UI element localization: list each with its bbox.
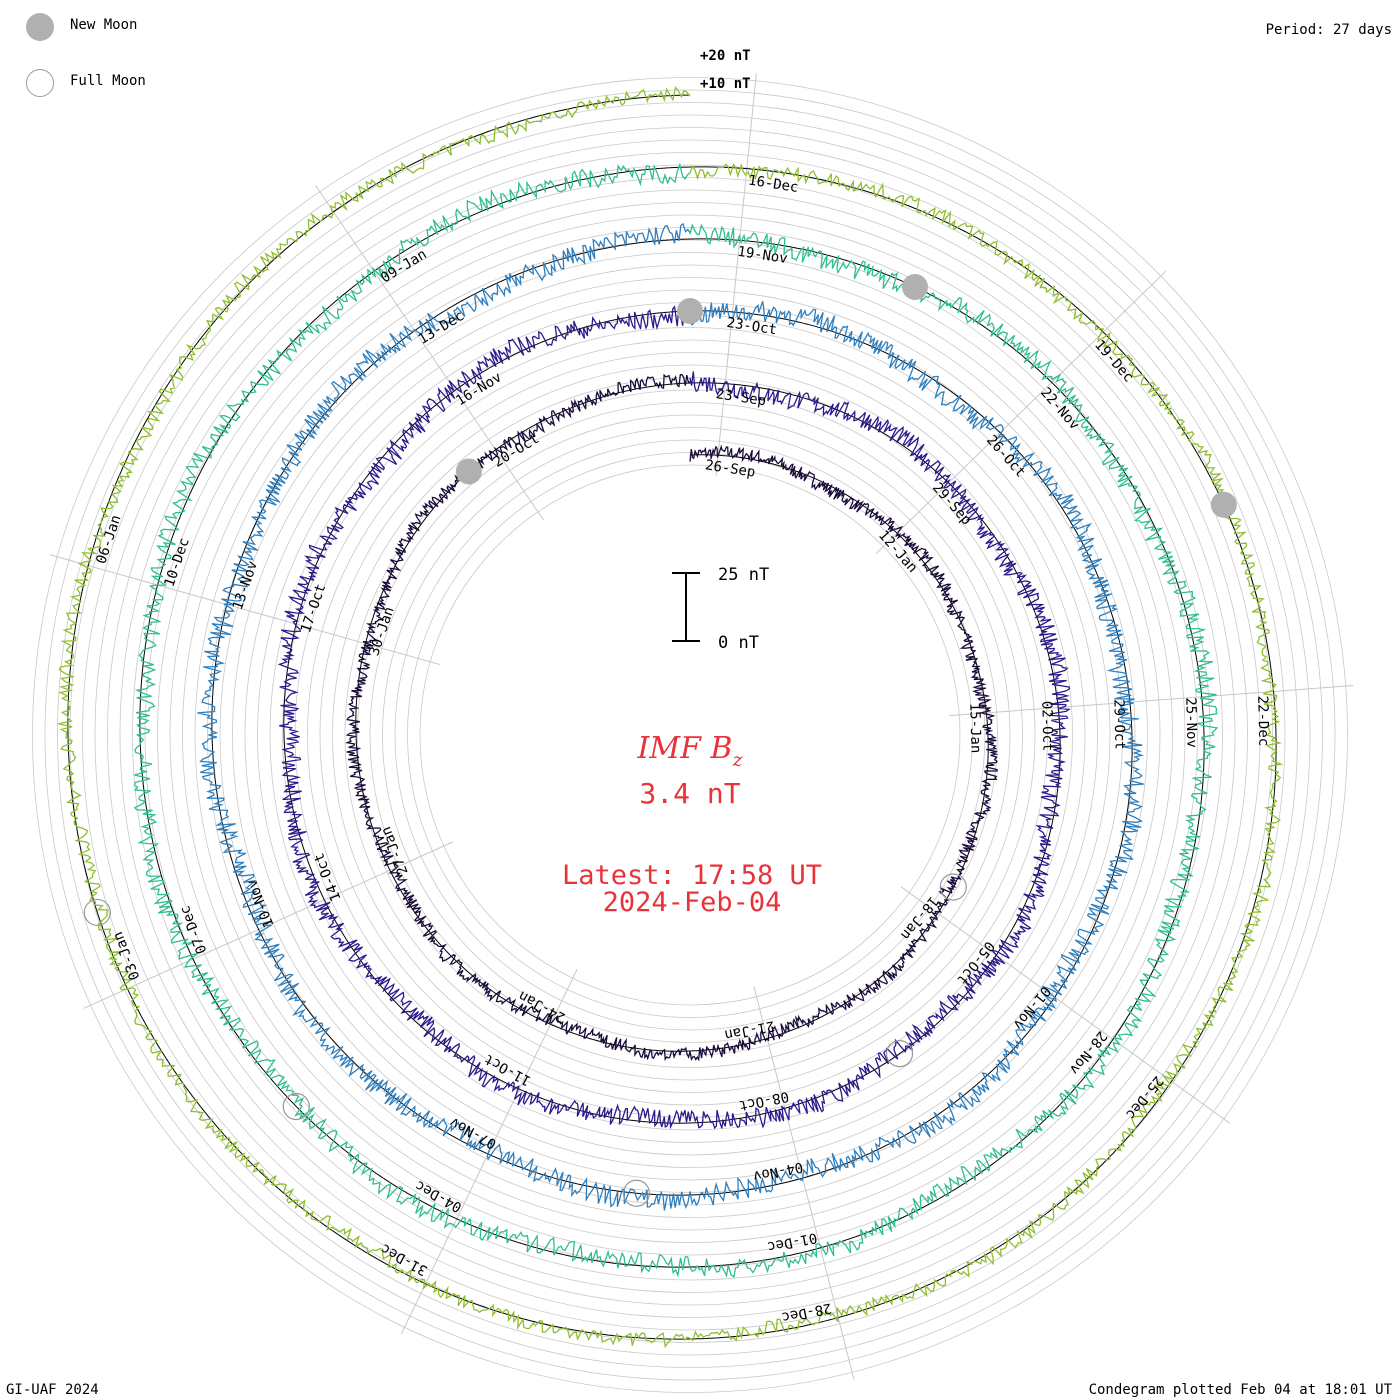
grid-ring [282,327,1098,1143]
new-moon-icon [677,298,703,324]
latest-date: 2024-Feb-04 [603,887,782,918]
new-moon-icon [26,13,54,41]
full-moon-label: Full Moon [70,73,146,89]
full-moon-icon [26,69,54,97]
grid-ring [132,177,1248,1293]
new-moon-icon [1210,491,1237,518]
radial-spoke [949,684,1354,717]
center-readout: IMF Bz 3.4 nT Latest: 17:58 UT 2024-Feb-… [562,731,822,918]
legend-new-moon: New Moon [26,13,137,41]
radial-spoke [315,185,545,521]
metric-value: 3.4 nT [639,777,740,810]
grid-ring [57,102,1323,1368]
scale-label-plus20: +20 nT [700,48,751,64]
legend-full-moon: Full Moon [26,69,146,97]
latest-time: Latest: 17:58 UT [562,860,822,891]
date-label: 13-Nov [230,559,261,612]
grid-ring [219,264,1161,1206]
scale-label-plus10: +10 nT [700,76,751,92]
series-trace [58,86,1284,1349]
grid-ring [182,227,1198,1243]
new-moon-icon [455,458,482,485]
grid-ring [344,389,1036,1081]
date-label: 22-Dec [1254,695,1271,746]
scale-bar-top-label: 25 nT [718,565,769,585]
period-label: Period: 27 days [1265,22,1392,38]
grid-ring [419,464,961,1006]
radial-spoke [900,886,1231,1124]
series-trace [345,373,999,1062]
grid-ring [119,164,1261,1306]
grid-ring [107,152,1273,1318]
grid-ring [94,139,1286,1331]
date-label: 19-Nov [736,244,788,267]
grid-ring [32,77,1348,1393]
grid-ring [394,439,986,1031]
series-baseline [355,382,989,1052]
grid-ring [244,289,1136,1181]
date-label: 23-Sep [715,386,767,409]
series-baseline [283,310,1061,1124]
grid-ring [194,239,1186,1231]
radial-spoke [875,270,1167,554]
moon-phase-markers [83,273,1237,1207]
date-label: 23-Oct [726,315,778,338]
new-moon-icon [901,273,928,300]
grid-ring [332,377,1048,1093]
grid-ring [357,402,1023,1068]
grid-ring [144,189,1236,1281]
date-label: 13-Dec [416,308,468,348]
date-label: 10-Nov [244,877,277,930]
grid-ring [82,127,1298,1343]
date-label: 30-Jan [366,605,397,658]
full-moon-icon [885,1039,914,1068]
full-moon-icon [83,898,111,927]
series-trace [197,222,1145,1211]
date-label: 16-Dec [747,173,799,196]
scale-bar-bottom-label: 0 nT [718,633,759,653]
date-label: 26-Sep [704,457,756,480]
date-label: 04-Dec [413,1177,465,1215]
series-trace [133,162,1219,1278]
grid-ring [369,414,1011,1056]
grid-ring [169,214,1211,1256]
date-label: 29-Oct [1110,699,1127,750]
date-label: 02-Oct [1038,701,1055,752]
grid-ring [207,252,1173,1218]
date-label: 15-Jan [966,703,983,754]
date-label: 19-Dec [1091,337,1136,386]
bz-series-traces [58,86,1284,1349]
radial-spoke [715,73,757,477]
credit-label: GI-UAF 2024 [6,1382,99,1398]
plotted-timestamp: Condegram plotted Feb 04 at 18:01 UT [1088,1382,1392,1398]
grid-ring [382,427,998,1043]
grid-ring [69,114,1311,1356]
full-moon-icon [622,1179,651,1207]
new-moon-label: New Moon [70,17,138,33]
date-label: 29-Sep [929,480,974,529]
series-trace [277,305,1071,1130]
metric-title: IMF Bz [637,731,744,771]
full-moon-icon [282,1092,310,1121]
date-label: 11-Oct [482,1050,534,1088]
radial-spoke [49,554,440,665]
date-label: 14-Oct [311,851,344,904]
grid-ring [44,89,1336,1381]
grid-ring [407,452,973,1018]
date-label: 25-Nov [1182,697,1199,748]
scale-bar: 25 nT 0 nT [672,565,769,653]
full-moon-icon [939,873,967,901]
